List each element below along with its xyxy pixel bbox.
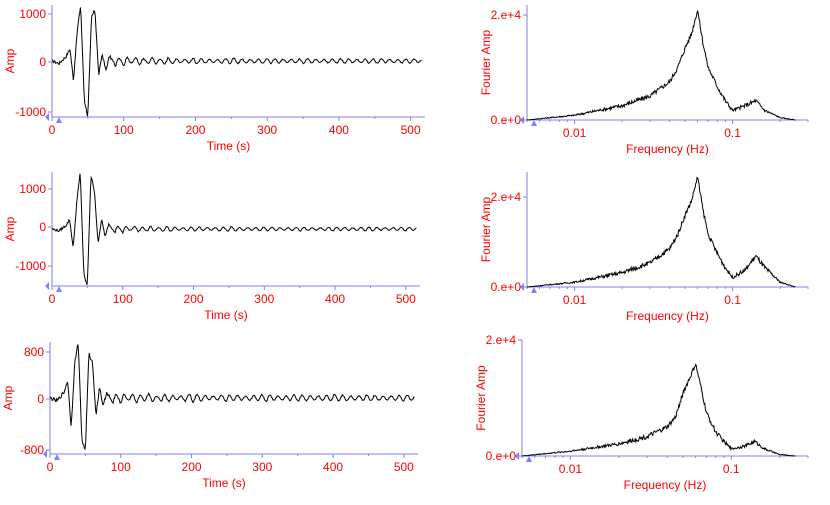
axis-marker (43, 450, 47, 458)
spectrum-trace (521, 363, 796, 457)
x-tick-label: 400 (323, 460, 343, 474)
seismogram-trace (49, 344, 415, 451)
y-tick-label: 2.e+4 (486, 333, 517, 347)
y-axis-label: Amp (3, 216, 17, 241)
x-axis-label: Time (s) (204, 308, 248, 322)
x-tick-label: 300 (254, 292, 274, 306)
x-tick-label: 0.01 (563, 126, 587, 140)
x-tick-label: 400 (329, 123, 349, 137)
y-axis-label: Fourier Amp (474, 365, 488, 431)
y-tick-label: 0.e+0 (491, 113, 522, 127)
x-axis-label: Frequency (Hz) (626, 309, 709, 323)
axis-marker (526, 456, 532, 462)
x-tick-label: 100 (114, 123, 134, 137)
x-tick-label: 0.01 (559, 462, 583, 476)
axis-marker (56, 117, 62, 123)
x-tick-label: 0 (47, 460, 54, 474)
x-tick-label: 0.01 (563, 293, 587, 307)
axis-marker (54, 454, 60, 460)
y-tick-label: 0 (37, 392, 44, 406)
y-tick-label: 0 (39, 55, 46, 69)
y-tick-label: -1000 (15, 105, 46, 119)
spectrum-trace (526, 9, 796, 121)
y-tick-label: -1000 (15, 259, 46, 273)
x-tick-label: 200 (182, 460, 202, 474)
y-tick-label: -800 (20, 443, 44, 457)
x-tick-label: 100 (113, 292, 133, 306)
axis-marker (45, 282, 49, 290)
x-axis-label: Time (s) (207, 139, 251, 153)
x-tick-label: 0.1 (723, 462, 740, 476)
x-tick-label: 200 (184, 292, 204, 306)
y-axis-label: Amp (1, 385, 15, 410)
y-tick-label: 800 (24, 345, 44, 359)
x-tick-label: 500 (401, 123, 421, 137)
seismogram-trace (51, 7, 422, 117)
axis-marker (520, 116, 524, 124)
axis-marker (531, 287, 537, 293)
y-tick-label: 1000 (19, 7, 46, 21)
axis-marker (56, 286, 62, 292)
spectrum-panel: 0.01 0.1 2.e+4 0.e+0 Frequency (Hz) Fourier A… (479, 5, 809, 156)
x-tick-label: 300 (252, 460, 272, 474)
x-tick-label: 100 (111, 460, 131, 474)
spectrum-panel: 0.01 0.1 2.e+4 0.e+0 Frequency (Hz) Fourier A… (474, 333, 809, 492)
x-tick-label: 400 (325, 292, 345, 306)
y-tick-label: 0.e+0 (491, 280, 522, 294)
spectrum-trace (526, 176, 796, 288)
y-tick-label: 0.e+0 (486, 449, 517, 463)
y-axis-label: Fourier Amp (479, 196, 493, 262)
x-tick-label: 0 (49, 123, 56, 137)
x-tick-label: 0 (49, 292, 56, 306)
x-tick-label: 300 (257, 123, 277, 137)
x-tick-label: 0.1 (724, 293, 741, 307)
x-tick-label: 0.1 (724, 126, 741, 140)
y-tick-label: 1000 (19, 182, 46, 196)
y-axis-label: Amp (3, 48, 17, 73)
x-axis-label: Frequency (Hz) (624, 478, 707, 492)
y-tick-label: 2.e+4 (491, 8, 522, 22)
x-tick-label: 500 (396, 292, 416, 306)
y-tick-label: 0 (39, 220, 46, 234)
y-tick-label: 2.e+4 (491, 190, 522, 204)
x-tick-label: 500 (394, 460, 414, 474)
seismogram-trace (51, 173, 417, 286)
spectrum-panel: 0.01 0.1 2.e+4 0.e+0 Frequency (Hz) Fourier A… (479, 172, 809, 323)
y-axis-label: Fourier Amp (479, 29, 493, 95)
x-axis-label: Frequency (Hz) (626, 142, 709, 156)
x-tick-label: 200 (185, 123, 205, 137)
axis-marker (520, 283, 524, 291)
axis-marker (45, 113, 49, 121)
axis-marker (515, 452, 519, 460)
x-axis-label: Time (s) (202, 476, 246, 490)
seismogram-panel: 0 100 200 300 400 500 1000 0 -1000 Time (s) Amp (3, 172, 420, 322)
axis-marker (531, 120, 537, 126)
